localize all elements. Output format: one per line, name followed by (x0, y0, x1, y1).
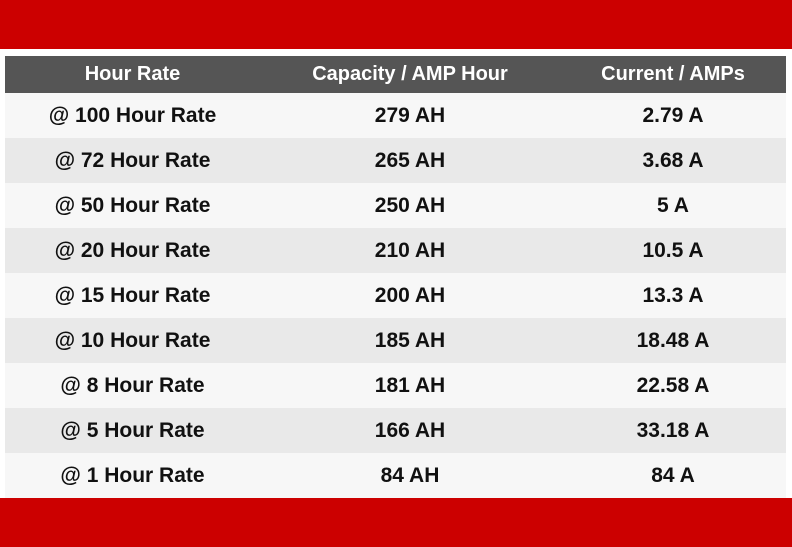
cell-current: 18.48 A (560, 318, 786, 363)
cell-hour-rate: @ 72 Hour Rate (5, 138, 260, 183)
table-row: @ 20 Hour Rate 210 AH 10.5 A (5, 228, 786, 273)
table-row: @ 10 Hour Rate 185 AH 18.48 A (5, 318, 786, 363)
cell-hour-rate: @ 100 Hour Rate (5, 93, 260, 138)
cell-current: 2.79 A (560, 93, 786, 138)
table-row: @ 15 Hour Rate 200 AH 13.3 A (5, 273, 786, 318)
header-hour-rate: Hour Rate (5, 56, 260, 93)
header-capacity: Capacity / AMP Hour (260, 56, 560, 93)
cell-current: 5 A (560, 183, 786, 228)
bottom-red-band (0, 498, 792, 547)
table-body: @ 100 Hour Rate 279 AH 2.79 A @ 72 Hour … (5, 93, 786, 498)
capacity-table: Hour Rate Capacity / AMP Hour Current / … (5, 56, 786, 498)
cell-capacity: 279 AH (260, 93, 560, 138)
cell-hour-rate: @ 1 Hour Rate (5, 453, 260, 498)
cell-current: 33.18 A (560, 408, 786, 453)
table-row: @ 1 Hour Rate 84 AH 84 A (5, 453, 786, 498)
cell-current: 3.68 A (560, 138, 786, 183)
cell-current: 84 A (560, 453, 786, 498)
cell-capacity: 181 AH (260, 363, 560, 408)
header-current: Current / AMPs (560, 56, 786, 93)
cell-capacity: 185 AH (260, 318, 560, 363)
cell-hour-rate: @ 15 Hour Rate (5, 273, 260, 318)
cell-hour-rate: @ 5 Hour Rate (5, 408, 260, 453)
cell-capacity: 166 AH (260, 408, 560, 453)
cell-capacity: 265 AH (260, 138, 560, 183)
cell-capacity: 210 AH (260, 228, 560, 273)
cell-current: 10.5 A (560, 228, 786, 273)
table-header: Hour Rate Capacity / AMP Hour Current / … (5, 56, 786, 93)
cell-current: 22.58 A (560, 363, 786, 408)
cell-capacity: 200 AH (260, 273, 560, 318)
table-row: @ 50 Hour Rate 250 AH 5 A (5, 183, 786, 228)
top-red-band (0, 0, 792, 49)
cell-hour-rate: @ 20 Hour Rate (5, 228, 260, 273)
cell-capacity: 250 AH (260, 183, 560, 228)
table-row: @ 8 Hour Rate 181 AH 22.58 A (5, 363, 786, 408)
table-row: @ 5 Hour Rate 166 AH 33.18 A (5, 408, 786, 453)
cell-hour-rate: @ 8 Hour Rate (5, 363, 260, 408)
cell-hour-rate: @ 10 Hour Rate (5, 318, 260, 363)
table-row: @ 72 Hour Rate 265 AH 3.68 A (5, 138, 786, 183)
cell-current: 13.3 A (560, 273, 786, 318)
cell-hour-rate: @ 50 Hour Rate (5, 183, 260, 228)
table-row: @ 100 Hour Rate 279 AH 2.79 A (5, 93, 786, 138)
cell-capacity: 84 AH (260, 453, 560, 498)
header-row: Hour Rate Capacity / AMP Hour Current / … (5, 56, 786, 93)
capacity-table-container: Hour Rate Capacity / AMP Hour Current / … (5, 56, 786, 498)
